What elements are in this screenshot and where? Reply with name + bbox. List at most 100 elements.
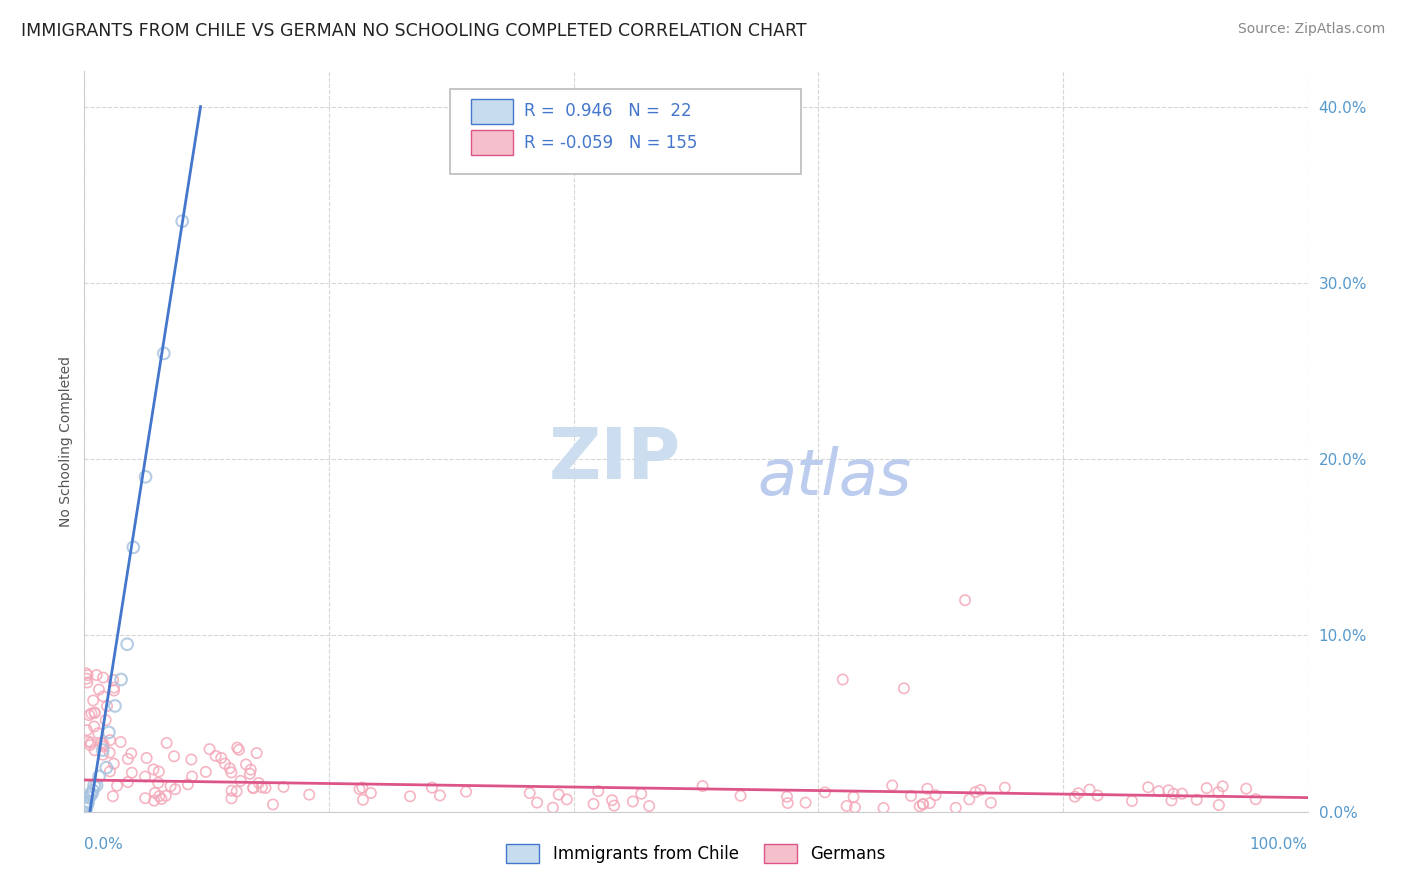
Point [918,796,941,810]
Point [965,785,987,799]
Point [87,769,110,783]
Point [94,713,117,727]
Point [134,791,156,805]
Point [93,737,115,751]
Point [165,782,187,797]
Point [454,784,477,798]
Point [221,783,243,797]
Point [104,698,127,713]
Point [638,799,661,814]
Point [1063,789,1085,804]
Point [75,801,97,815]
Point [924,788,946,802]
Point [209,751,232,765]
Point [360,786,382,800]
Point [547,788,569,802]
Point [155,789,177,803]
Point [600,793,623,807]
Legend: Immigrants from Chile, Germans: Immigrants from Chile, Germans [499,838,893,870]
Point [957,792,980,806]
Point [96,761,118,775]
Point [142,763,165,777]
Point [75,797,97,812]
Point [1121,794,1143,808]
Point [1206,785,1229,799]
Point [82,783,104,797]
Point [1171,787,1194,801]
Point [76,675,98,690]
Point [582,797,605,811]
Point [603,798,626,813]
Point [80,706,103,721]
Point [420,780,443,795]
Y-axis label: No Schooling Completed: No Schooling Completed [59,356,73,527]
Point [262,797,284,812]
Point [117,775,139,789]
Point [221,791,243,805]
Text: atlas: atlas [758,446,911,508]
Point [1195,781,1218,796]
Point [86,778,108,792]
Point [96,699,118,714]
Point [1160,793,1182,807]
Point [101,789,124,804]
Point [911,797,934,812]
Point [159,779,181,793]
Point [794,796,817,810]
Point [298,788,321,802]
Point [429,789,451,803]
Point [82,693,104,707]
Point [621,795,644,809]
Point [103,681,125,695]
Point [541,800,564,814]
Point [194,764,217,779]
Point [555,792,578,806]
Point [1157,783,1180,797]
Point [76,799,98,814]
Text: ZIP: ZIP [550,425,682,493]
Point [86,668,108,682]
Point [519,786,541,800]
Point [90,735,112,749]
Point [399,789,422,804]
Point [98,733,121,747]
Point [80,736,103,750]
Point [352,793,374,807]
Point [1234,781,1257,796]
Text: 100.0%: 100.0% [1250,837,1308,852]
Point [91,747,114,762]
Point [91,743,114,757]
Point [218,761,240,775]
Point [93,739,115,754]
Point [98,746,121,760]
Point [228,743,250,757]
Point [1212,780,1234,794]
Point [153,346,176,360]
Point [83,778,105,792]
Point [83,720,105,734]
Point [122,541,145,555]
Point [148,789,170,804]
Point [630,787,652,801]
Point [776,796,799,810]
Point [103,683,125,698]
Point [994,780,1017,795]
Point [110,673,132,687]
Point [79,787,101,801]
Point [163,749,186,764]
Point [97,725,120,739]
Point [835,799,858,814]
Point [150,792,173,806]
Point [76,672,98,686]
Point [908,799,931,814]
Point [110,735,132,749]
Point [91,690,114,704]
Point [117,752,139,766]
Point [844,800,866,814]
Point [1208,798,1230,813]
Point [1185,793,1208,807]
Point [254,780,277,795]
Text: Source: ZipAtlas.com: Source: ZipAtlas.com [1237,22,1385,37]
Point [912,797,935,811]
Point [980,796,1002,810]
